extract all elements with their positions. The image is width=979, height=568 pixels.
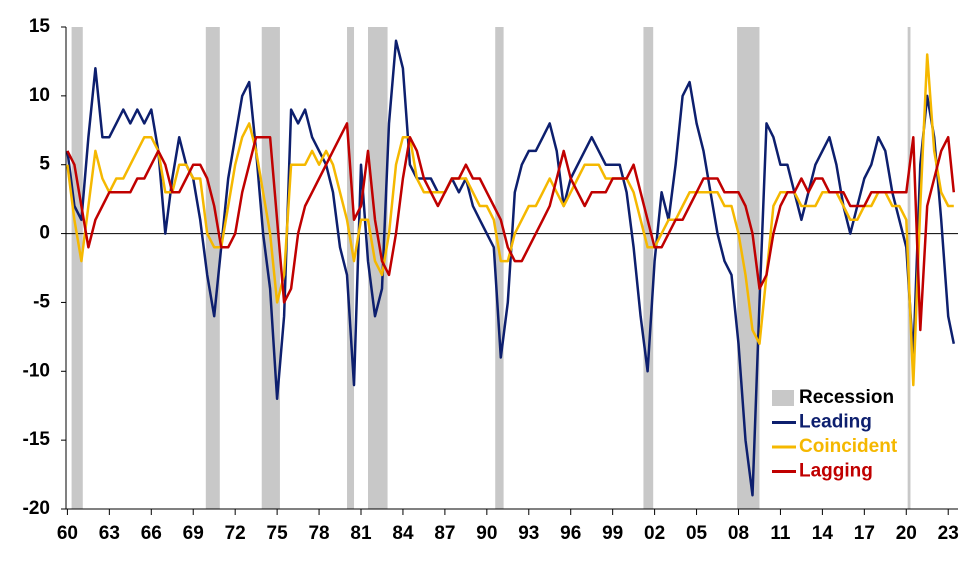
x-tick-label: 99	[602, 523, 623, 544]
y-tick-label: 15	[29, 16, 51, 37]
series-line	[66, 122, 956, 332]
recession-band	[347, 27, 355, 509]
y-tick-label: -15	[23, 429, 51, 450]
x-tick-label: 23	[938, 523, 959, 544]
x-tick-label: 11	[770, 523, 791, 544]
x-tick-label: 69	[183, 523, 204, 544]
x-tick-label: 84	[392, 523, 414, 544]
x-tick-label: 63	[99, 523, 120, 544]
x-tick-label: 05	[686, 523, 708, 544]
x-tick-label: 02	[644, 523, 665, 544]
x-tick-label: 66	[141, 523, 162, 544]
y-tick-label: 10	[29, 85, 50, 106]
x-tick-label: 17	[854, 523, 875, 544]
x-tick-label: 14	[812, 523, 834, 544]
recession-band	[643, 27, 654, 509]
y-tick-label: 0	[39, 223, 50, 244]
x-tick-label: 20	[896, 523, 917, 544]
x-tick-label: 78	[308, 523, 329, 544]
legend-label: Leading	[799, 412, 872, 433]
x-tick-label: 93	[518, 523, 539, 544]
recession-band	[71, 27, 83, 509]
y-tick-label: -10	[23, 360, 50, 381]
y-tick-label: -5	[33, 291, 50, 312]
recession-band	[495, 27, 504, 509]
legend-label: Coincident	[799, 436, 898, 457]
y-tick-label: -20	[23, 498, 50, 519]
x-tick-label: 60	[57, 523, 78, 544]
legend-label: Recession	[799, 387, 894, 408]
x-tick-label: 75	[267, 523, 289, 544]
x-tick-label: 87	[434, 523, 455, 544]
legend-swatch	[772, 390, 794, 406]
x-tick-label: 81	[350, 523, 372, 544]
series-line	[66, 53, 954, 387]
recession-band	[261, 27, 280, 509]
x-tick-label: 72	[225, 523, 246, 544]
x-tick-label: 90	[476, 523, 497, 544]
recession-band	[205, 27, 220, 509]
y-tick-label: 5	[39, 154, 50, 175]
legend-label: Lagging	[799, 461, 873, 482]
x-tick-label: 08	[728, 523, 749, 544]
x-tick-label: 96	[560, 523, 581, 544]
